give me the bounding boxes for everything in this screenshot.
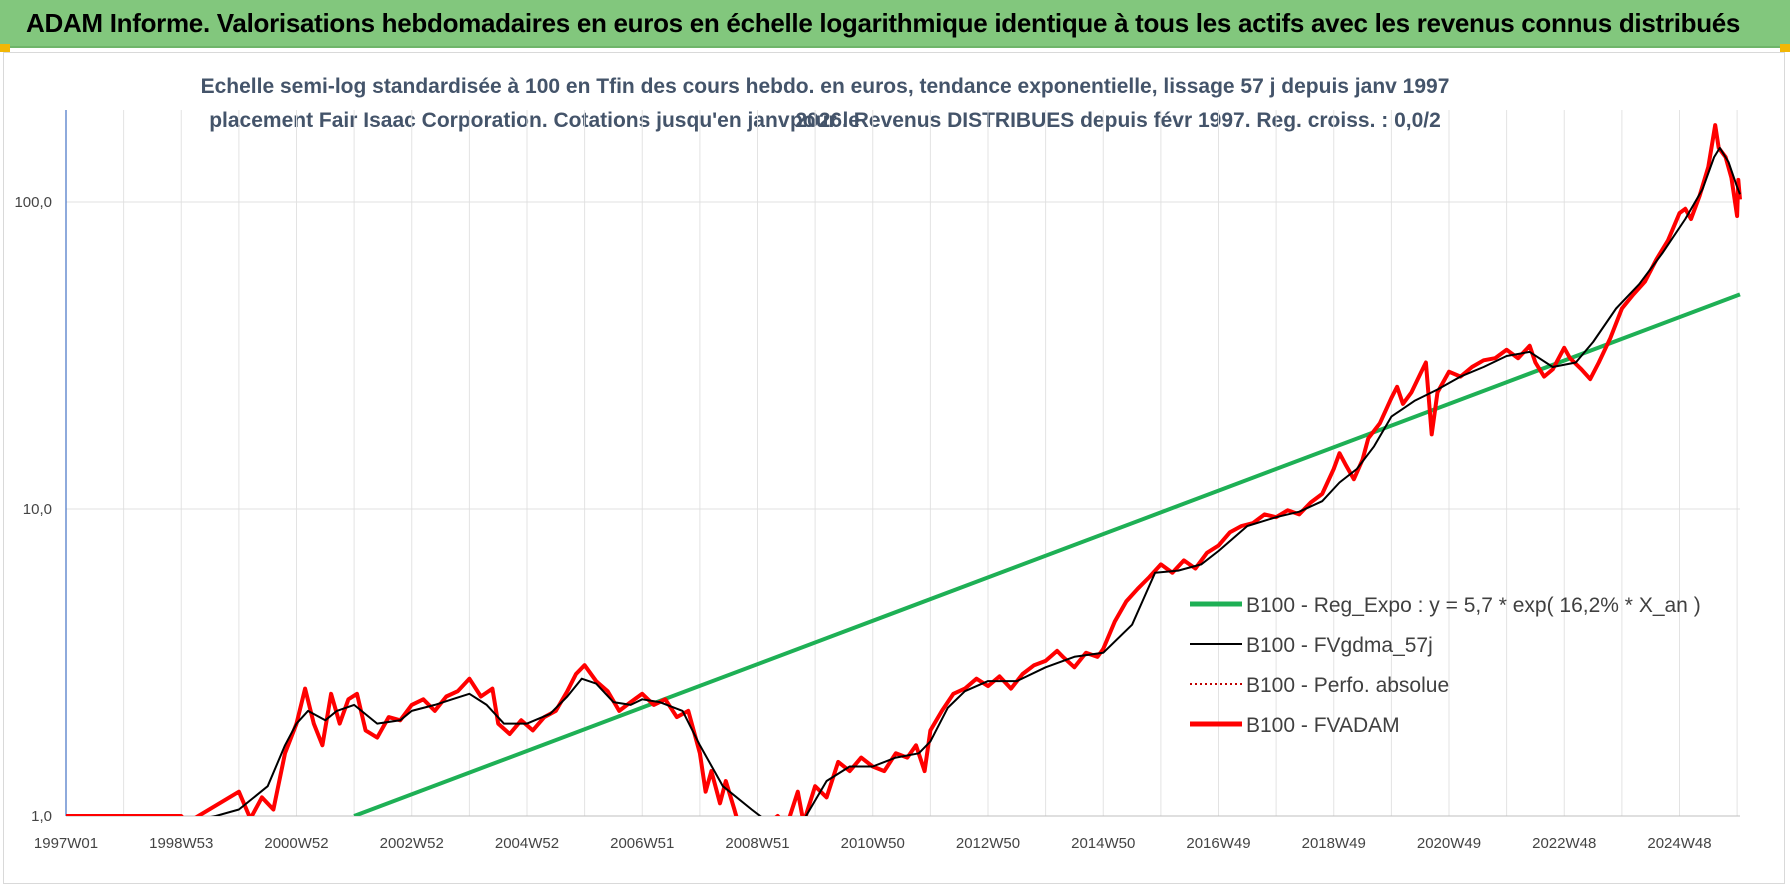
legend-entry-label: B100 - Perfo. absolue [1246, 674, 1449, 697]
axes: 1,0 10,0 100,0 1997W01 1998W53 2000W52 2002W52… [14, 110, 1740, 852]
corner-marker-left [0, 44, 10, 52]
grid-lines [65, 110, 1740, 817]
x-tick-label: 2022W48 [1532, 835, 1596, 852]
legend-entry-label: B100 - Reg_Expo : y = 5,7 * exp( 16,2% *… [1246, 594, 1701, 617]
x-tick-label: 2002W52 [380, 835, 444, 852]
y-tick-label: 10,0 [23, 501, 52, 518]
x-tick-label: 2000W52 [264, 835, 328, 852]
x-tick-label: 2006W51 [610, 835, 674, 852]
x-tick-label: 2008W51 [725, 835, 789, 852]
x-tick-label: 2018W49 [1302, 835, 1366, 852]
legend: B100 - Reg_Expo : y = 5,7 * exp( 16,2% *… [1190, 594, 1701, 737]
legend-entry-label: B100 - FVgdma_57j [1246, 634, 1433, 657]
series-lines [66, 123, 1742, 816]
x-tick-label: 2012W50 [956, 835, 1020, 852]
series-line-2 [210, 146, 1741, 816]
x-tick-label: 2010W50 [841, 835, 905, 852]
chart-subtitle-line-1: Echelle semi-log standardisée à 100 en T… [200, 75, 1450, 132]
x-tick-label: 1998W53 [149, 835, 213, 852]
x-tick-label: 2020W49 [1417, 835, 1481, 852]
x-tick-label: 2024W48 [1647, 835, 1711, 852]
x-tick-label: 1997W01 [34, 835, 98, 852]
header-banner: ADAM Informe. Valorisations hebdomadaire… [0, 0, 1790, 48]
y-tick-label: 1,0 [31, 808, 52, 825]
corner-marker-right [1780, 44, 1790, 52]
x-tick-label: 2016W49 [1186, 835, 1250, 852]
chart-area [3, 52, 1785, 884]
series-line-1 [353, 292, 1741, 816]
x-tick-label: 2004W52 [495, 835, 559, 852]
report-title: ADAM Informe. Valorisations hebdomadaire… [26, 8, 1741, 38]
legend-entry-label: B100 - FVADAM [1246, 714, 1400, 737]
series-line-4 [66, 123, 1742, 816]
x-tick-label: 2014W50 [1071, 835, 1135, 852]
chart-subtitle-line-2: placement Fair Isaac Corporation. Cotati… [209, 109, 1441, 132]
y-tick-label: 100,0 [14, 194, 52, 211]
